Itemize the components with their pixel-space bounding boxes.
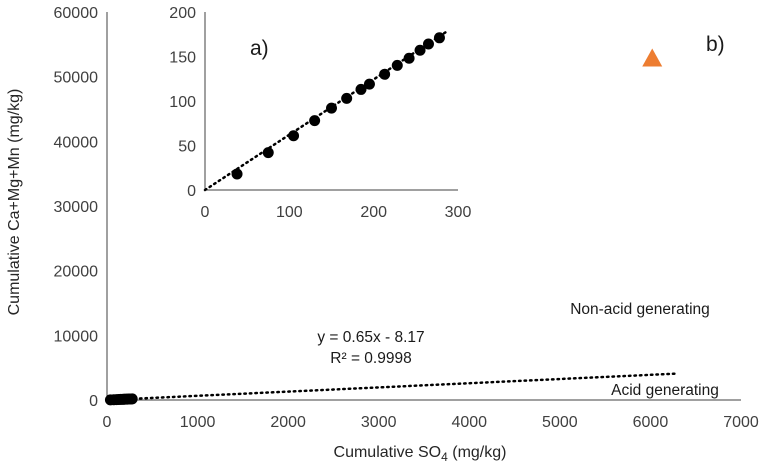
main-trendline [105,372,679,402]
main-x-tick-label: 7000 [723,414,759,431]
main-x-axis-label: Cumulative SO4 (mg/kg) [334,444,507,462]
inset-x-tick-labels: 0 100 200 300 [201,204,472,221]
main-x-tick-label: 3000 [361,414,397,431]
inset-data-point [363,78,375,90]
inset-trendline [203,31,447,192]
inset-data-point [262,147,274,159]
trend-r-squared: R² = 0.9998 [330,350,411,367]
inset-data-point [403,52,415,64]
inset-data-point [326,102,337,114]
annotation-acid-generating: Acid generating [611,382,719,399]
inset-data-point [391,59,403,71]
inset-data-point [355,83,367,95]
main-y-axis-label: Cumulative Ca+Mg+Mn (mg/kg) [6,89,23,316]
main-x-tick-label: 4000 [451,414,487,431]
inset-data-point [422,38,434,50]
main-x-tick-label: 6000 [633,414,669,431]
main-x-tick-label: 0 [103,414,112,431]
main-x-tick-label: 5000 [542,414,578,431]
annotation-non-acid-generating: Non-acid generating [570,301,710,318]
inset-data-point [433,32,445,44]
main-y-tick-labels: 0 10000 20000 30000 40000 50000 60000 [54,5,99,410]
main-data-points [104,48,663,406]
main-y-tick-label: 60000 [54,5,99,22]
inset-x-tick-label: 200 [360,204,387,221]
inset-y-tick-label: 0 [187,183,196,200]
panel-label-a: a) [250,37,269,60]
main-x-tick-labels: 0 1000 2000 3000 4000 5000 6000 7000 [103,414,759,431]
main-x-tick-label: 2000 [270,414,306,431]
inset-y-tick-label: 150 [169,50,196,67]
main-y-tick-label: 40000 [54,134,99,151]
main-outlier-point [642,48,663,67]
inset-data-point [379,68,391,80]
main-y-tick-label: 30000 [54,199,99,216]
inset-y-tick-label: 200 [169,5,196,22]
inset-y-tick-label: 100 [169,94,196,111]
inset-y-tick-label: 50 [178,139,196,156]
inset-x-tick-label: 100 [276,204,303,221]
inset-y-tick-labels: 0 50 100 150 200 [169,5,196,200]
inset-data-point [309,115,321,127]
inset-data-point [414,44,426,56]
inset-x-tick-label: 0 [201,204,210,221]
inset-x-tick-label: 300 [445,204,472,221]
inset-data-point [288,130,300,142]
main-y-tick-label: 50000 [54,70,99,87]
inset-plot: 0 50 100 150 200 0 100 200 300 a) [169,5,471,221]
panel-label-b: b) [706,33,725,56]
main-y-tick-label: 10000 [54,328,99,345]
inset-data-points [231,32,445,180]
main-y-tick-label: 20000 [54,264,99,281]
inset-data-point [341,92,353,104]
main-data-point [126,393,138,405]
main-x-tick-label: 1000 [180,414,216,431]
inset-data-point [231,168,243,180]
trend-equation: y = 0.65x - 8.17 [317,329,424,346]
main-y-tick-label: 0 [89,393,98,410]
